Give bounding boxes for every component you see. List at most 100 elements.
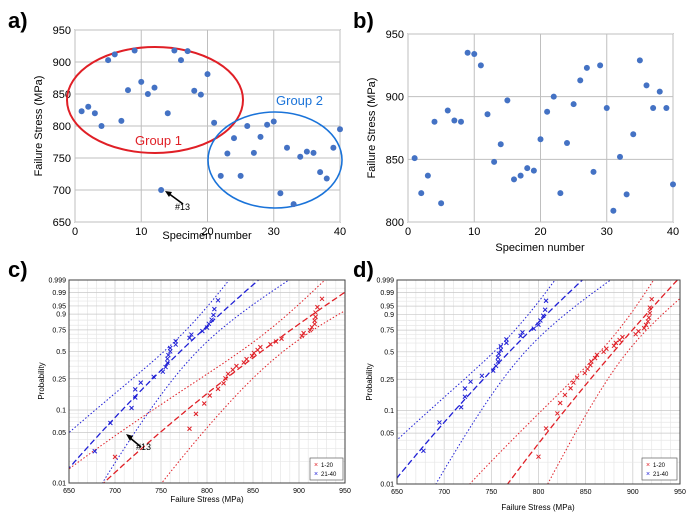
- data-point: [223, 375, 228, 381]
- data-point: [490, 368, 496, 373]
- data-point: [636, 57, 643, 64]
- tick-label-x: 30: [268, 226, 280, 238]
- data-point: [167, 345, 173, 351]
- data-point: [231, 135, 237, 142]
- group1-label: Group 1: [135, 133, 182, 148]
- legend-marker-blue-d: ×: [646, 471, 650, 478]
- data-point: [647, 305, 653, 310]
- data-point: [138, 380, 144, 385]
- data-point: [571, 380, 576, 385]
- confidence-bound: [397, 280, 556, 441]
- data-point: [504, 340, 509, 346]
- tick-label-y: 0.1: [56, 407, 66, 414]
- data-point: [530, 167, 537, 174]
- data-point: [251, 350, 257, 356]
- tick-label-x: 0: [405, 226, 411, 238]
- data-point: [451, 117, 458, 124]
- data-point: [462, 386, 468, 391]
- tick-label-y: 850: [386, 154, 404, 166]
- data-point: [588, 359, 594, 364]
- data-point: [540, 313, 546, 319]
- points-c: [92, 296, 325, 460]
- fit-line: [397, 280, 584, 480]
- data-point: [98, 123, 105, 129]
- data-point: [221, 380, 226, 386]
- data-point: [617, 153, 623, 160]
- data-point: [299, 333, 305, 339]
- xlabel-d: Failure Stress (MPa): [501, 503, 575, 512]
- arrowhead-13-a: [165, 191, 172, 197]
- data-point: [164, 110, 171, 117]
- tick-label-x: 700: [109, 488, 121, 495]
- tick-label-y: 0.01: [380, 482, 394, 489]
- tick-label-x: 650: [391, 489, 403, 496]
- data-point: [557, 400, 563, 406]
- data-point: [444, 107, 451, 114]
- data-point: [184, 48, 191, 55]
- data-point: [663, 104, 670, 111]
- fit-lines-c: [69, 280, 345, 483]
- tick-label-y: 0.1: [384, 408, 394, 415]
- data-point: [317, 169, 324, 176]
- data-point: [511, 176, 517, 183]
- data-point: [536, 322, 541, 328]
- data-point: [249, 353, 255, 359]
- data-point: [557, 190, 564, 197]
- xlabel-c: Failure Stress (MPa): [170, 495, 244, 504]
- points-d: [421, 296, 655, 460]
- data-point: [583, 64, 590, 71]
- data-point: [542, 307, 548, 313]
- tick-label-y: 950: [53, 25, 71, 37]
- tick-label-x: 30: [601, 226, 613, 238]
- data-point: [312, 321, 317, 327]
- data-point: [543, 426, 549, 431]
- data-point: [462, 394, 468, 400]
- tick-label-y: 900: [386, 92, 404, 104]
- data-point: [78, 108, 85, 115]
- data-point: [91, 110, 98, 117]
- data-point: [315, 304, 320, 310]
- data-point: [484, 111, 491, 118]
- data-point: [543, 298, 549, 304]
- data-point: [649, 296, 655, 302]
- data-point: [588, 362, 593, 368]
- data-point: [163, 364, 168, 370]
- grid-d: [396, 279, 681, 485]
- arrowhead-13-c: [126, 434, 133, 441]
- confidence-bound: [547, 297, 680, 484]
- data-point: [592, 355, 598, 361]
- data-point: [178, 57, 184, 64]
- confidence-bound: [435, 280, 612, 484]
- data-point: [209, 317, 214, 323]
- data-point: [646, 315, 652, 320]
- tick-label-x: 650: [63, 488, 75, 495]
- data-point: [438, 200, 445, 207]
- data-point: [468, 379, 473, 385]
- data-point: [307, 327, 313, 333]
- data-point: [337, 126, 343, 133]
- tick-label-x: 10: [135, 226, 147, 238]
- data-point: [574, 375, 580, 380]
- confidence-bound: [161, 310, 345, 483]
- data-point: [125, 87, 131, 94]
- confidence-bound: [101, 280, 290, 483]
- tick-label-x: 750: [155, 488, 167, 495]
- data-point: [319, 296, 325, 302]
- tick-label-y: 750: [53, 153, 71, 165]
- tick-label-y: 0.99: [52, 290, 66, 297]
- data-point: [144, 91, 151, 97]
- data-point: [160, 369, 166, 375]
- legend-marker-red-d: ×: [646, 462, 650, 469]
- data-point: [211, 119, 218, 126]
- data-point: [458, 404, 464, 410]
- data-point: [310, 149, 317, 156]
- data-point: [264, 121, 271, 128]
- data-point: [479, 373, 485, 379]
- tick-label-y: 0.99: [380, 290, 394, 297]
- panel-label-a: a): [8, 8, 28, 33]
- tick-label-x: 900: [627, 489, 639, 496]
- data-point: [645, 319, 651, 324]
- tick-label-x: 20: [534, 226, 546, 238]
- data-point: [132, 395, 138, 400]
